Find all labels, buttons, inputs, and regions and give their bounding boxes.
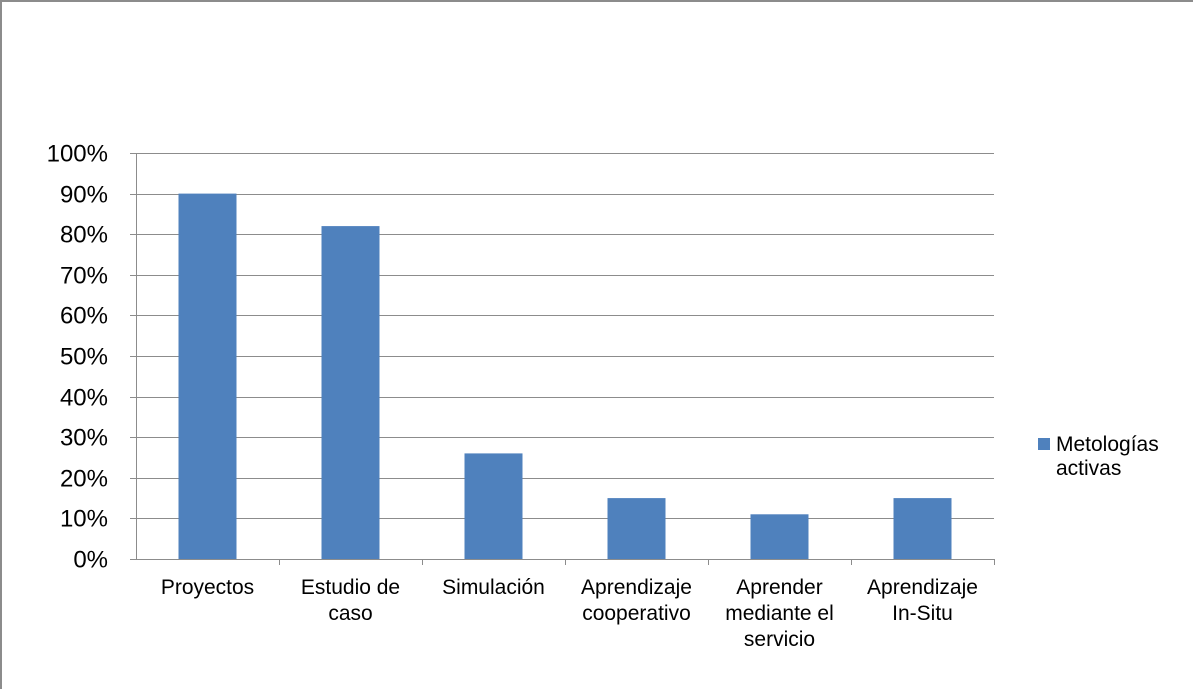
y-tick-label: 90% xyxy=(60,182,108,209)
bar-2 xyxy=(321,226,380,559)
legend: Metologías activas xyxy=(1038,433,1159,480)
bar-3 xyxy=(464,453,523,559)
x-category-label: Simulación xyxy=(442,576,545,599)
axes xyxy=(130,153,995,565)
y-tick-label: 50% xyxy=(60,344,108,371)
x-category-label: Aprender mediante el servicio xyxy=(725,576,834,651)
x-category-labels: Proyectos Estudio de caso Simulación Aprendi… xyxy=(161,576,978,651)
gridlines xyxy=(136,153,994,519)
y-tick-label: 70% xyxy=(60,263,108,290)
y-tick-label: 20% xyxy=(60,466,108,493)
y-tick-label: 100% xyxy=(47,141,108,168)
bar-4 xyxy=(607,498,666,559)
y-tick-label: 80% xyxy=(60,222,108,249)
y-tick-label: 30% xyxy=(60,425,108,452)
x-category-label: Estudio de caso xyxy=(301,576,400,625)
bars xyxy=(178,193,952,559)
y-tick-labels: 0% 10% 20% 30% 40% 50% 60% 70% 80% 90% 100% xyxy=(47,141,108,574)
y-tick-label: 0% xyxy=(73,547,108,574)
x-category-label: Proyectos xyxy=(161,576,254,599)
y-tick-label: 40% xyxy=(60,385,108,412)
bar-1 xyxy=(178,193,237,559)
x-category-label: Aprendizaje In-Situ xyxy=(867,576,978,625)
x-category-label: Aprendizaje cooperativo xyxy=(581,576,692,625)
bar-5 xyxy=(750,514,809,559)
legend-label: Metologías activas xyxy=(1056,433,1159,480)
legend-swatch xyxy=(1038,438,1050,450)
y-tick-label: 10% xyxy=(60,506,108,533)
y-tick-label: 60% xyxy=(60,303,108,330)
bar-6 xyxy=(893,498,952,559)
